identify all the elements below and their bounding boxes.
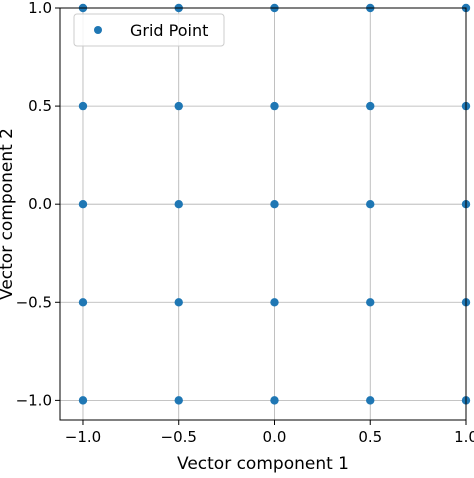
data-point bbox=[366, 199, 375, 209]
data-point bbox=[78, 101, 88, 111]
data-point bbox=[270, 396, 279, 405]
data-point bbox=[78, 396, 88, 405]
data-point bbox=[174, 298, 183, 307]
y-tick-label: 0.5 bbox=[28, 97, 52, 115]
data-point bbox=[78, 298, 88, 307]
data-points bbox=[78, 3, 471, 405]
y-axis-label: Vector component 2 bbox=[0, 128, 17, 300]
legend-marker bbox=[94, 26, 102, 34]
data-point bbox=[78, 199, 88, 209]
data-point bbox=[366, 298, 375, 307]
axis-ticks: −1.0 −0.5 0.0 0.5 1.0 −1.0 −0.5 0.0 0.5 1.0 bbox=[16, 0, 474, 446]
y-tick-label: −0.5 bbox=[16, 293, 52, 311]
legend-box bbox=[73, 13, 225, 47]
x-tick-label: −1.0 bbox=[65, 428, 101, 446]
x-tick-label: −0.5 bbox=[161, 428, 197, 446]
y-tick-label: 1.0 bbox=[28, 0, 52, 17]
x-tick-label: 0.5 bbox=[358, 428, 382, 446]
data-point bbox=[174, 396, 183, 405]
data-point bbox=[174, 199, 183, 209]
data-point bbox=[366, 101, 375, 111]
data-point bbox=[270, 199, 279, 209]
data-point bbox=[174, 101, 183, 111]
legend: Grid Point bbox=[73, 13, 225, 47]
legend-label: Grid Point bbox=[130, 21, 208, 40]
y-tick-label: −1.0 bbox=[16, 391, 52, 409]
y-tick-label: 0.0 bbox=[28, 195, 52, 213]
x-axis-label: Vector component 1 bbox=[177, 454, 349, 474]
data-point bbox=[270, 298, 279, 307]
grid-lines bbox=[60, 7, 467, 420]
data-point bbox=[366, 396, 375, 405]
plot-frame bbox=[59, 7, 467, 421]
x-tick-label: 0.0 bbox=[263, 428, 287, 446]
data-point bbox=[270, 101, 279, 111]
x-tick-label: 1.0 bbox=[454, 428, 474, 446]
